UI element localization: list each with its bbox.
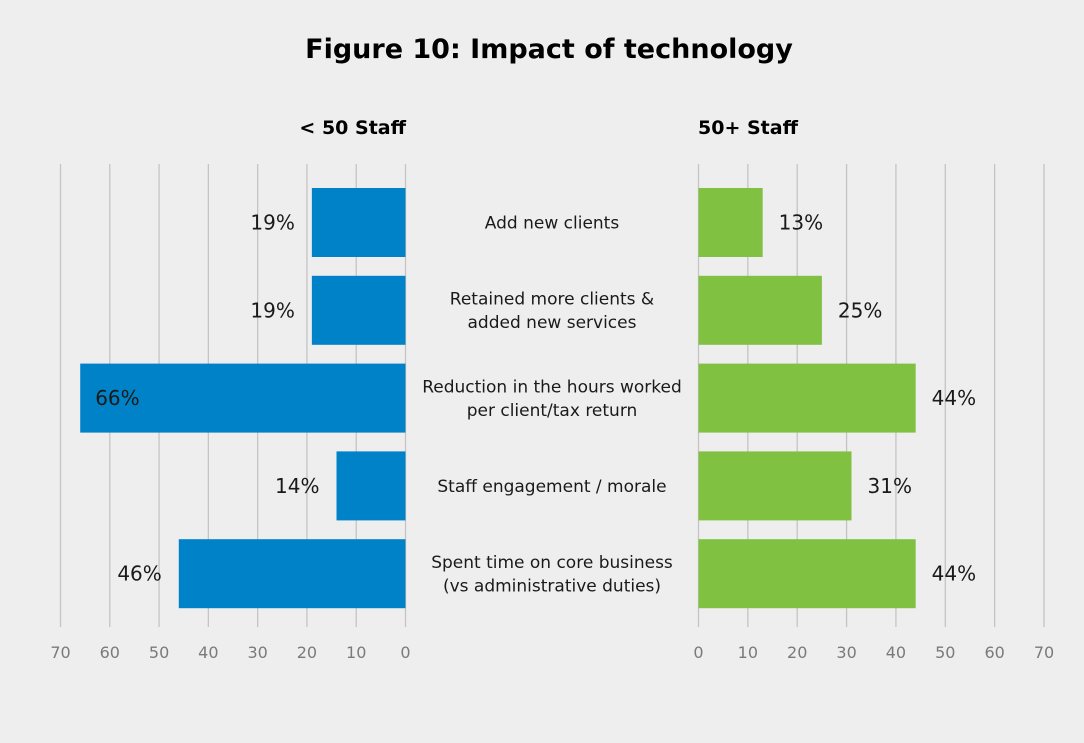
left-bar — [336, 451, 406, 521]
left-x-tick-label: 30 — [247, 643, 267, 662]
right-x-tick-label: 0 — [693, 643, 703, 662]
right-data-label: 25% — [838, 298, 882, 322]
x-axis-ticks: 0 0 10 10 20 20 30 30 40 40 50 50 60 60 70 70 — [50, 643, 1054, 662]
right-data-label: 31% — [868, 474, 912, 498]
left-x-tick-label: 20 — [297, 643, 317, 662]
right-bar — [698, 451, 852, 521]
left-data-label: 46% — [117, 562, 161, 586]
right-x-tick-label: 10 — [738, 643, 758, 662]
category-label: Spent time on core business — [431, 553, 673, 573]
right-panel-title: 50+ Staff — [698, 117, 799, 139]
right-x-tick-label: 70 — [1034, 643, 1054, 662]
category-label: added new services — [468, 313, 637, 333]
right-x-tick-label: 30 — [836, 643, 856, 662]
category-label: Staff engagement / morale — [437, 477, 666, 497]
chart-title: Figure 10: Impact of technology — [305, 34, 793, 65]
labels: 19% 13% Add new clients 19% 25% Retained more… — [95, 211, 976, 597]
left-bar — [80, 363, 406, 433]
left-x-tick-label: 70 — [50, 643, 70, 662]
right-data-label: 44% — [932, 562, 976, 586]
right-x-tick-label: 20 — [787, 643, 807, 662]
left-x-tick-label: 40 — [198, 643, 218, 662]
left-panel-title: < 50 Staff — [299, 117, 406, 139]
left-bar — [311, 275, 406, 345]
right-x-tick-label: 50 — [935, 643, 955, 662]
left-x-tick-label: 10 — [346, 643, 366, 662]
bars — [80, 188, 916, 609]
right-bar — [698, 363, 916, 433]
category-label: Retained more clients & — [450, 290, 654, 310]
right-bar — [698, 275, 822, 345]
category-label: (vs administrative duties) — [443, 576, 661, 596]
right-x-tick-label: 60 — [984, 643, 1004, 662]
left-bar — [178, 539, 406, 609]
category-label: Add new clients — [485, 214, 620, 234]
category-label: per client/tax return — [467, 401, 638, 421]
left-data-label: 19% — [250, 298, 294, 322]
right-data-label: 13% — [779, 211, 823, 235]
left-x-tick-label: 0 — [400, 643, 410, 662]
left-x-tick-label: 60 — [100, 643, 120, 662]
right-bar — [698, 188, 763, 257]
right-data-label: 44% — [932, 386, 976, 410]
left-data-label: 14% — [275, 474, 319, 498]
left-data-label: 66% — [95, 386, 139, 410]
right-x-tick-label: 40 — [886, 643, 906, 662]
category-label: Reduction in the hours worked — [422, 377, 682, 397]
left-data-label: 19% — [250, 211, 294, 235]
right-bar — [698, 539, 916, 609]
left-bar — [311, 188, 406, 257]
left-x-tick-label: 50 — [149, 643, 169, 662]
